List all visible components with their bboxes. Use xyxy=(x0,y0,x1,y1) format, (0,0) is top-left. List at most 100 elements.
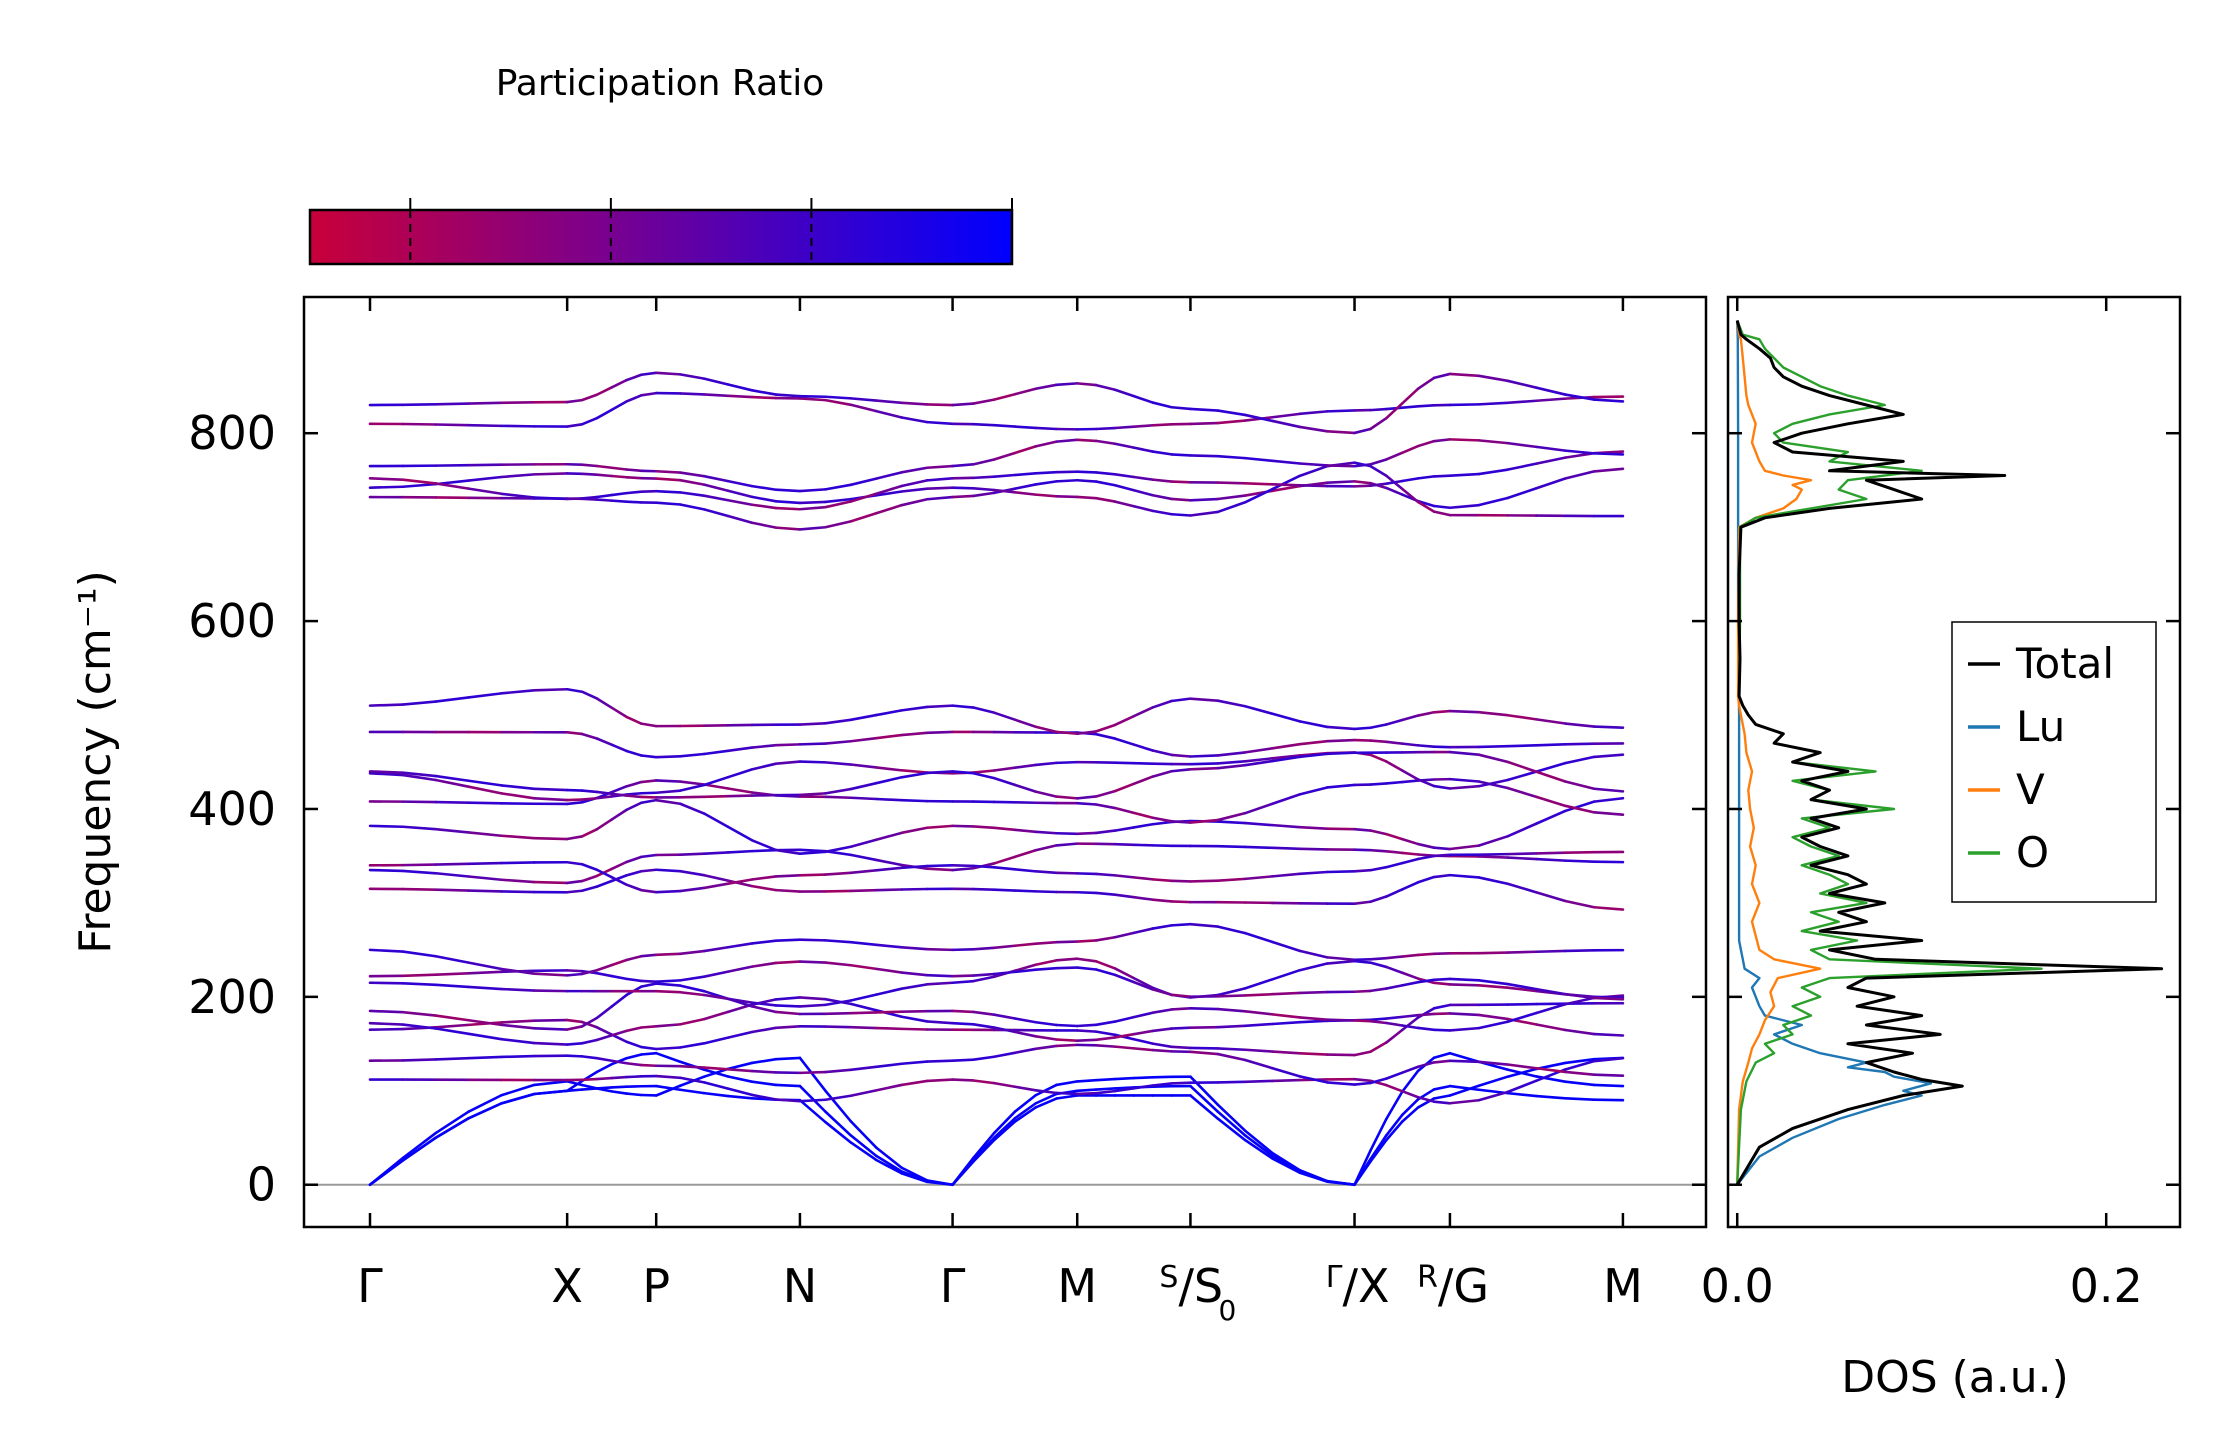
phonon-band-segment xyxy=(434,1056,470,1061)
phonon-band-segment xyxy=(640,754,658,759)
phonon-band-segment xyxy=(500,473,536,479)
phonon-band-segment xyxy=(1369,961,1388,969)
phonon-band-segment xyxy=(726,498,754,507)
phonon-band-segment xyxy=(434,402,470,406)
phonon-band-segment xyxy=(824,939,853,944)
phonon-band-segment xyxy=(824,1068,853,1074)
phonon-band-segment xyxy=(798,1098,827,1124)
phonon-band-segment xyxy=(640,371,658,377)
phonon-band-segment xyxy=(1113,1032,1136,1039)
phonon-band-segment xyxy=(1132,895,1155,901)
phonon-band-segment xyxy=(1353,1081,1372,1086)
phonon-band-segment xyxy=(654,1051,682,1064)
phonon-band-segment xyxy=(1094,1044,1117,1048)
phonon-band-segment xyxy=(1055,495,1079,499)
phonon-band-segment xyxy=(1325,870,1356,874)
phonon-band-segment xyxy=(467,779,503,787)
phonon-band-segment xyxy=(1432,873,1452,879)
phonon-band-segment xyxy=(1416,439,1436,448)
phonon-band-segment xyxy=(1216,481,1247,485)
phonon-band-segment xyxy=(654,982,682,987)
phonon-band-segment xyxy=(1325,725,1356,731)
phonon-band-segment xyxy=(798,873,827,877)
phonon-band-segment xyxy=(951,1058,975,1063)
phonon-band-segment xyxy=(625,490,643,495)
phonon-band-segment xyxy=(1369,782,1388,786)
phonon-band-segment xyxy=(532,796,569,802)
phonon-band-segment xyxy=(595,737,613,747)
dos-x-axis-label: DOS (a.u.) xyxy=(1841,1352,2069,1403)
phonon-band-segment xyxy=(1075,1038,1098,1042)
k-label-main: M xyxy=(1057,1259,1097,1313)
phonon-band-segment xyxy=(500,1023,536,1030)
phonon-band-segment xyxy=(992,488,1017,494)
phonon-band-segment xyxy=(580,968,599,976)
phonon-band-segment xyxy=(1132,822,1155,829)
phonon-band-segment xyxy=(368,771,405,777)
phonon-band-segment xyxy=(401,482,438,489)
phonon-band-segment xyxy=(750,743,778,749)
phonon-band-segment xyxy=(951,463,975,468)
phonon-band-segment xyxy=(951,1009,975,1014)
phonon-band-segment xyxy=(610,1090,628,1095)
phonon-band-segment xyxy=(750,495,778,503)
phonon-band-segment xyxy=(824,500,853,509)
phonon-band-segment xyxy=(595,868,613,879)
phonon-band-segment xyxy=(824,739,853,745)
k-label-main: M xyxy=(1603,1259,1643,1313)
phonon-band-segment xyxy=(1243,845,1274,850)
phonon-band-segment xyxy=(1189,407,1220,412)
phonon-band-segment xyxy=(1353,827,1372,832)
phonon-band-segment xyxy=(1132,475,1155,481)
phonon-band-segment xyxy=(1216,751,1247,757)
phonon-band-segment xyxy=(750,1001,778,1007)
phonon-band-segment xyxy=(1298,1168,1329,1183)
phonon-band-segment xyxy=(1506,882,1538,894)
phonon-band-segment xyxy=(1535,743,1567,747)
phonon-band-segment xyxy=(565,835,584,841)
phonon-band-segment xyxy=(1535,795,1567,808)
phonon-band-segment xyxy=(610,1029,628,1037)
phonon-band-segment xyxy=(625,475,643,480)
phonon-band-segment xyxy=(900,1170,929,1183)
phonon-band-segment xyxy=(798,742,827,746)
phonon-band-segment xyxy=(532,1026,569,1031)
phonon-band-segment xyxy=(992,473,1017,478)
phonon-band-segment xyxy=(532,1080,569,1087)
phonon-band-segment xyxy=(467,961,503,971)
phonon-band-segment xyxy=(1416,1095,1436,1103)
phonon-band-segment xyxy=(1271,1013,1302,1019)
phonon-band-segment xyxy=(1400,387,1420,405)
phonon-band-segment xyxy=(1094,471,1117,476)
phonon-band-segment xyxy=(951,486,975,490)
dos-series-o xyxy=(1736,320,2043,1185)
phonon-band-segment xyxy=(774,488,802,493)
k-label-subscript: 0 xyxy=(1218,1294,1236,1327)
phonon-band-segment xyxy=(1113,737,1136,746)
phonon-band-segment xyxy=(726,942,754,949)
phonon-band-segment xyxy=(1448,1026,1481,1032)
phonon-band-segment xyxy=(1094,968,1117,977)
phonon-band-segment xyxy=(1448,472,1481,477)
phonon-band-segment xyxy=(1592,1083,1625,1088)
phonon-band-segment xyxy=(1075,939,1098,943)
phonon-band-segment xyxy=(900,466,929,474)
phonon-band-segment xyxy=(678,949,706,956)
phonon-band-segment xyxy=(1170,768,1192,773)
phonon-band-segment xyxy=(1243,977,1274,990)
phonon-band-segment xyxy=(1416,403,1436,408)
phonon-band-segment xyxy=(500,1054,536,1059)
phonon-band-segment xyxy=(1243,704,1274,716)
phonon-band-segment xyxy=(1189,1084,1220,1113)
phonon-band-segment xyxy=(640,489,658,494)
phonon-band-segment xyxy=(900,887,929,891)
phonon-band-segment xyxy=(1034,844,1058,852)
phonon-band-segment xyxy=(1506,743,1538,748)
phonon-band-segment xyxy=(1132,976,1155,990)
phonon-band-segment xyxy=(610,860,628,871)
phonon-band-segment xyxy=(1535,1075,1567,1083)
phonon-band-segment xyxy=(972,825,996,830)
phonon-band-segment xyxy=(1506,713,1538,721)
phonon-band-segment xyxy=(750,395,778,400)
